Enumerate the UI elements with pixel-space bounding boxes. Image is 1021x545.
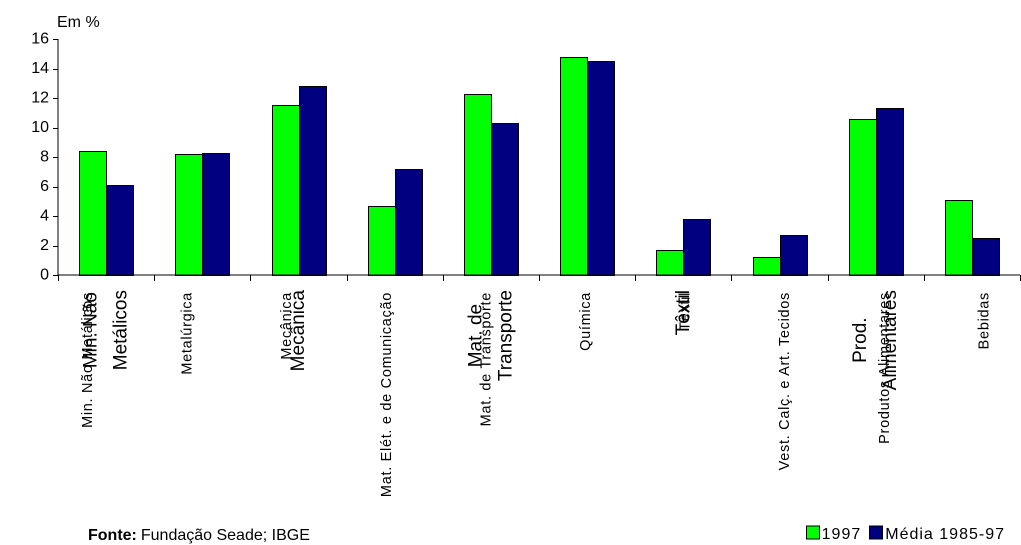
x-category-label-group-produtos-alimentares: Produtos Alimentares <box>877 292 893 444</box>
bar-media-1985-97-min-nao-metalicos <box>106 185 134 276</box>
x-category-label-textil: Têxtil <box>678 292 694 331</box>
source-note: Fonte: Fundação Seade; IBGE <box>88 527 310 544</box>
legend-swatch-1997 <box>806 525 820 540</box>
legend-label-media-1985-97: Média 1985-97 <box>885 526 1005 543</box>
legend: 1997 Média 1985-97 <box>806 525 1005 543</box>
x-category-label-group-quimica: Química <box>578 292 594 351</box>
x-category-label-metalurgica: Metalúrgica <box>180 292 196 375</box>
x-category-label-group-vest-calc-e-art-tecidos: Vest. Calç. e Art. Tecidos <box>777 292 793 470</box>
source-label: Fonte: <box>88 527 137 544</box>
x-category-overlay-line-min-nao: Min. Não <box>81 292 102 368</box>
y-tick-label-2: 2 <box>40 237 49 254</box>
legend-label-1997: 1997 <box>822 526 862 543</box>
x-category-label-group-mecanica: Mecânica <box>279 292 295 360</box>
y-ticks-group: 0 2 4 6 8 10 12 14 16 <box>31 31 58 284</box>
bar-1997-min-nao-metalicos <box>79 151 107 276</box>
bar-media-1985-97-bebidas <box>972 238 1000 276</box>
x-category-overlay-line-prod: Prod. <box>850 317 871 362</box>
x-category-label-group-min-nao-metalicos: Min. Não Metálicos <box>80 292 96 428</box>
bar-1997-vest-calc-e-art-tecidos <box>753 257 781 276</box>
x-category-label-group-mat-de-transporte: Mat. de Transporte <box>478 292 494 426</box>
x-category-label-group-metalurgica: Metalúrgica <box>180 292 196 375</box>
bar-media-1985-97-metalurgica <box>202 153 230 276</box>
x-category-overlay-line-metalicos: Metálicos <box>111 290 132 370</box>
bar-media-1985-97-mecanica <box>299 86 327 276</box>
bar-media-1985-97-vest-calc-e-art-tecidos <box>780 235 808 276</box>
x-category-label-group-mat-elet-e-de-comunicacao: Mat. Elét. e de Comunicação <box>379 292 395 497</box>
bar-1997-quimica <box>560 57 588 276</box>
y-tick-label-16: 16 <box>31 31 49 48</box>
source-text: Fundação Seade; IBGE <box>141 527 310 544</box>
x-category-overlay-line-textil: Têxtil <box>673 290 694 335</box>
x-category-label-bebidas: Bebidas <box>976 292 992 349</box>
y-tick-label-4: 4 <box>40 208 49 225</box>
x-category-overlay-line-mecanica: Mecânica <box>288 290 309 372</box>
x-category-overlay-line-transporte: Transporte <box>495 290 516 381</box>
x-category-label-produtos-alimentares: Produtos Alimentares <box>877 292 893 444</box>
y-tick-label-6: 6 <box>40 178 49 195</box>
bar-1997-metalurgica <box>175 154 203 276</box>
legend-swatch-media-1985-97 <box>869 525 883 540</box>
x-category-overlay-label-textil: Têxtil <box>673 290 694 335</box>
bar-1997-mat-de-transporte <box>464 94 492 276</box>
bar-media-1985-97-mat-elet-e-de-comunicacao <box>395 169 423 276</box>
category-overlay-labels-group: Min. Não Metálicos Mecânica Mat. de Transpor… <box>81 290 902 391</box>
bar-media-1985-97-mat-de-transporte <box>491 123 519 276</box>
x-category-label-vest-calc-e-art-tecidos: Vest. Calç. e Art. Tecidos <box>777 292 793 470</box>
bar-1997-mat-elet-e-de-comunicacao <box>368 206 396 276</box>
x-category-label-group-textil: Têxtil <box>678 292 694 331</box>
x-category-label-min-nao-metalicos: Min. Não Metálicos <box>80 292 96 428</box>
x-category-overlay-label-mat-de-transporte: Mat. de Transporte <box>465 290 516 381</box>
x-category-label-mat-elet-e-de-comunicacao: Mat. Elét. e de Comunicação <box>379 292 395 497</box>
y-tick-label-10: 10 <box>31 119 49 136</box>
category-labels-group: Min. Não Metálicos Metalúrgica Mecânica Mat… <box>80 292 992 497</box>
x-category-overlay-label-produtos-alimentares: Prod. Alimentares <box>850 290 901 390</box>
bars-group <box>79 57 1000 276</box>
bar-1997-bebidas <box>945 200 973 276</box>
bar-1997-textil <box>656 250 684 276</box>
x-category-overlay-label-min-nao-metalicos: Min. Não Metálicos <box>81 290 132 370</box>
bar-media-1985-97-produtos-alimentares <box>876 108 904 276</box>
bar-media-1985-97-quimica <box>587 61 615 276</box>
y-tick-label-12: 12 <box>31 90 49 107</box>
y-axis-title: Em % <box>57 14 100 31</box>
bar-media-1985-97-textil <box>683 219 711 276</box>
x-category-overlay-line-mat-de: Mat. de <box>465 304 486 367</box>
x-category-label-mecanica: Mecânica <box>279 292 295 360</box>
y-tick-label-14: 14 <box>31 60 49 77</box>
x-category-label-mat-de-transporte: Mat. de Transporte <box>478 292 494 426</box>
x-category-label-quimica: Química <box>578 292 594 351</box>
x-category-overlay-label-mecanica: Mecânica <box>288 290 309 372</box>
bar-1997-produtos-alimentares <box>849 119 877 276</box>
y-tick-label-0: 0 <box>40 267 49 284</box>
y-tick-label-8: 8 <box>40 149 49 166</box>
x-category-label-group-bebidas: Bebidas <box>976 292 992 349</box>
x-category-overlay-line-alimentares: Alimentares <box>880 290 901 390</box>
bar-1997-mecanica <box>272 105 300 276</box>
